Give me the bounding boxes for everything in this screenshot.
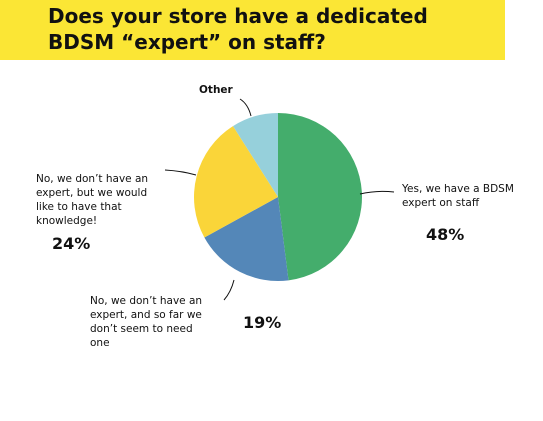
pie-slice-yes [278, 112, 363, 281]
label-no-like-line: No, we don’t have an [36, 173, 149, 185]
label-yes-line: Yes, we have a BDSM [402, 183, 514, 195]
pie-slices [194, 112, 363, 281]
pie-chart [164, 98, 395, 301]
value-label-yes: 48% [426, 225, 465, 244]
leader-line-other [239, 98, 252, 117]
chart-title: Does your store have a dedicated BDSM “e… [48, 4, 428, 54]
label-yes-line: expert on staff [402, 197, 480, 209]
value-label-no-need: 19% [243, 313, 282, 332]
leader-line-yes [359, 190, 395, 195]
label-no-need: No, we don’t have an expert, and so far … [90, 294, 202, 350]
label-no-need-line: expert, and so far we [90, 309, 202, 321]
leader-line-no-like [164, 169, 197, 176]
pie-slice-no-like [194, 126, 278, 238]
leader-line-no-need [223, 279, 235, 301]
title-band [0, 0, 505, 60]
label-yes: Yes, we have a BDSM expert on staff [402, 182, 514, 210]
label-no-need-line: No, we don’t have an [90, 295, 203, 307]
pie-slice-no-need [204, 197, 289, 281]
label-no-like-line: knowledge! [36, 215, 98, 227]
label-no-like: No, we don’t have an expert, but we woul… [36, 172, 148, 228]
label-no-like-line: expert, but we would [36, 187, 148, 199]
value-label-no-like: 24% [52, 234, 91, 253]
label-no-like-line: like to have that [36, 201, 122, 213]
pie-slice-other [232, 113, 278, 197]
label-no-need-line: don’t seem to need [90, 323, 193, 335]
leader-lines [164, 98, 395, 301]
label-no-need-line: one [90, 337, 110, 349]
label-other: Other [199, 84, 233, 96]
